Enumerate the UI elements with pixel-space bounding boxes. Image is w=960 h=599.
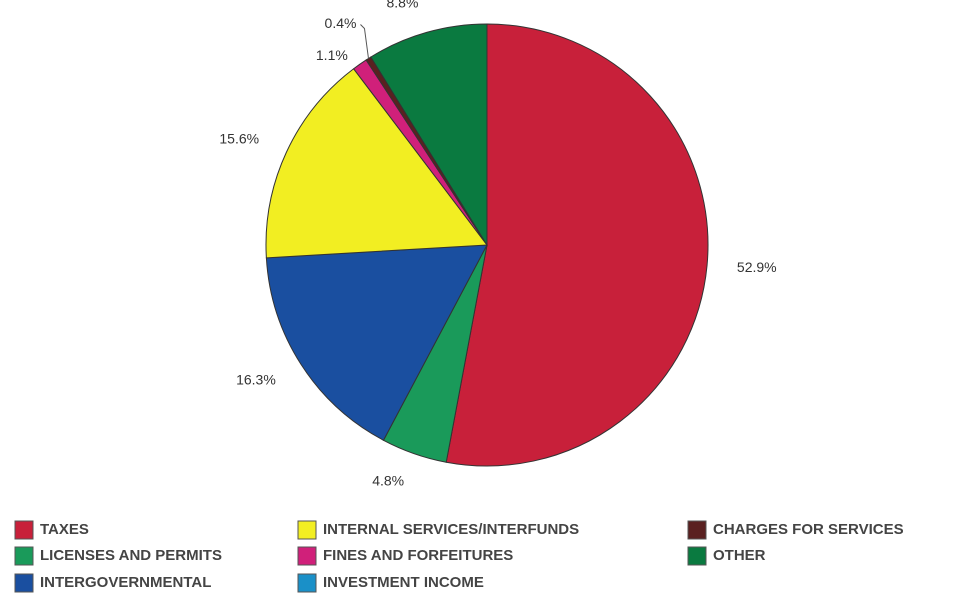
legend-label: INTERGOVERNMENTAL	[40, 574, 211, 591]
legend-label: OTHER	[713, 547, 766, 564]
legend-swatch	[297, 520, 317, 540]
legend-label: FINES AND FORFEITURES	[323, 547, 513, 564]
legend-swatch	[297, 546, 317, 566]
data-label: 4.8%	[372, 473, 404, 489]
legend-swatch	[687, 546, 707, 566]
legend-swatch	[14, 573, 34, 593]
legend-swatch	[14, 546, 34, 566]
pie-slice	[265, 68, 488, 259]
data-label: 16.3%	[236, 371, 276, 387]
legend-swatch	[297, 573, 317, 593]
data-label: 52.9%	[737, 259, 777, 275]
pie-slice	[370, 23, 488, 247]
pie-slice	[265, 244, 488, 441]
legend-swatch	[687, 520, 707, 540]
legend-swatch	[14, 520, 34, 540]
pie-slice	[445, 23, 709, 467]
legend-label: INVESTMENT INCOME	[323, 574, 484, 591]
leader-line	[360, 24, 369, 59]
legend-label: LICENSES AND PERMITS	[40, 547, 222, 564]
legend-label: TAXES	[40, 521, 89, 538]
data-label: 15.6%	[219, 131, 259, 147]
legend-label: CHARGES FOR SERVICES	[713, 521, 904, 538]
data-label: 8.8%	[387, 0, 419, 10]
data-label: 1.1%	[316, 47, 348, 63]
legend-label: INTERNAL SERVICES/INTERFUNDS	[323, 521, 579, 538]
data-label: 0.4%	[325, 15, 357, 31]
